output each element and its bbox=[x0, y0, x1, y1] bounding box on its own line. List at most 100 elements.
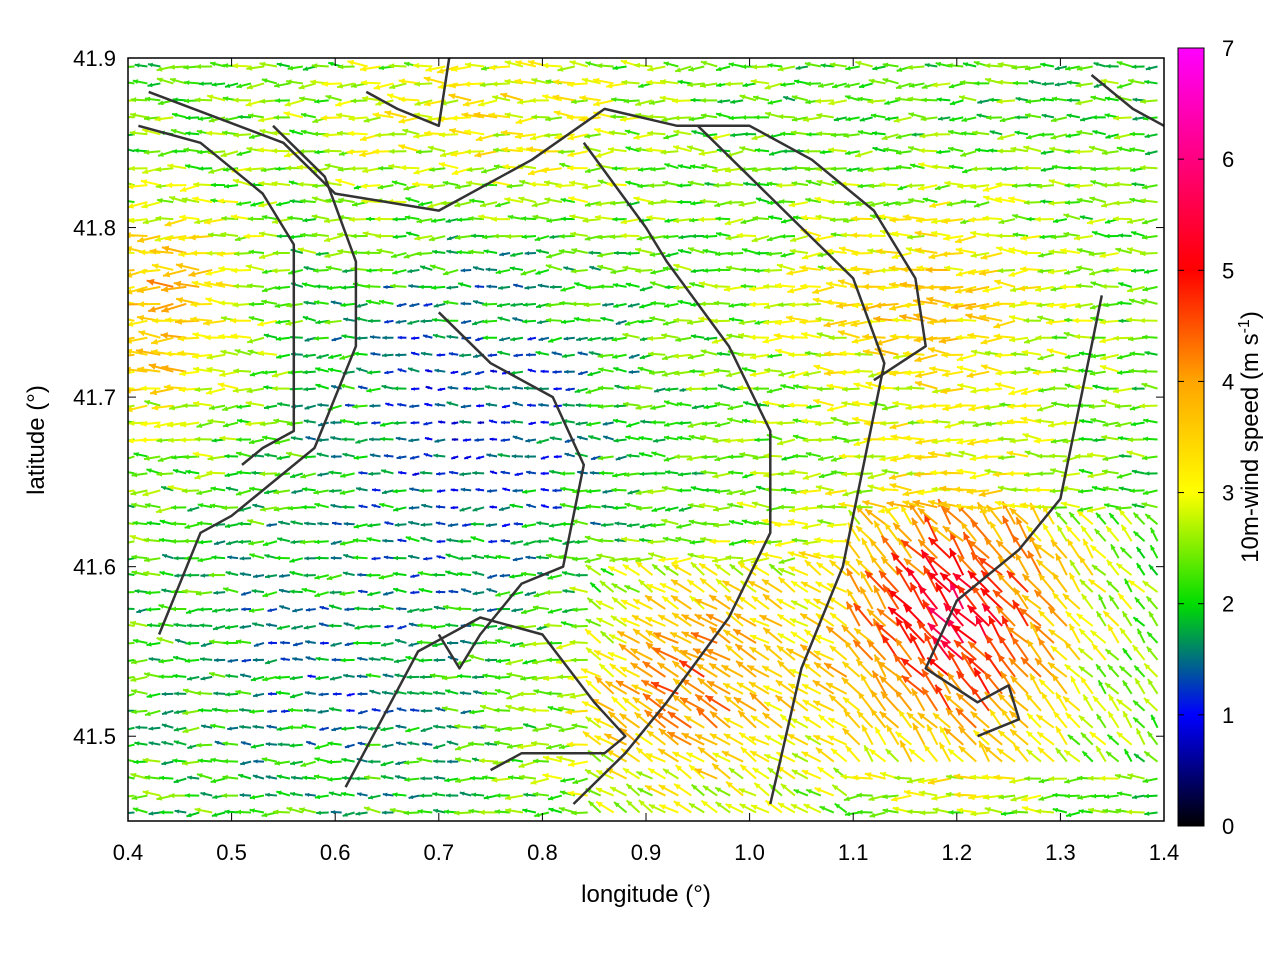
wind-arrow-head bbox=[174, 573, 179, 578]
wind-arrow-head bbox=[826, 538, 833, 544]
wind-arrow-head bbox=[557, 674, 563, 680]
wind-arrow-head bbox=[380, 436, 385, 442]
wind-arrow-head bbox=[190, 301, 197, 308]
wind-arrow-head bbox=[397, 625, 402, 630]
wind-arrow-head bbox=[305, 436, 311, 441]
wind-arrow-head bbox=[346, 148, 353, 155]
wind-arrow-head bbox=[397, 538, 402, 543]
wind-arrow-head bbox=[454, 723, 460, 730]
wind-arrow-head bbox=[420, 319, 426, 324]
wind-arrow-head bbox=[342, 812, 348, 817]
wind-arrow-head bbox=[142, 491, 149, 497]
wind-arrow-head bbox=[200, 791, 206, 797]
wind-arrow-head bbox=[381, 353, 387, 358]
wind-arrow-head bbox=[357, 656, 362, 661]
wind-arrow-head bbox=[158, 151, 164, 157]
wind-arrow-head bbox=[220, 231, 227, 238]
wind-arrow-head bbox=[529, 97, 536, 104]
wind-arrow-head bbox=[689, 368, 695, 374]
wind-arrow-head bbox=[323, 218, 330, 224]
wind-arrow-head bbox=[466, 180, 473, 186]
wind-arrow-head bbox=[225, 673, 231, 679]
wind-arrow-head bbox=[182, 588, 188, 594]
wind-arrow-head bbox=[211, 555, 217, 560]
wind-arrow-head bbox=[227, 555, 232, 560]
wind-arrow-head bbox=[147, 62, 153, 68]
wind-arrow-head bbox=[405, 655, 411, 661]
wind-arrow-head bbox=[275, 98, 281, 104]
wind-arrow-head bbox=[236, 151, 243, 157]
wind-arrow-head bbox=[665, 387, 671, 392]
wind-arrow-head bbox=[313, 268, 319, 274]
wind-arrow-head bbox=[354, 776, 360, 781]
wind-arrow-head bbox=[394, 658, 399, 664]
wind-arrow-head bbox=[329, 590, 335, 595]
wind-arrow-head bbox=[128, 288, 133, 295]
wind-arrow-head bbox=[207, 94, 214, 100]
wind-arrow-head bbox=[418, 201, 424, 207]
wind-arrow-head bbox=[143, 570, 149, 577]
wind-arrow-head bbox=[450, 488, 455, 492]
wind-arrow-head bbox=[148, 656, 154, 662]
wind-arrow-head bbox=[299, 807, 306, 813]
wind-arrow-head bbox=[473, 354, 478, 359]
wind-arrow bbox=[128, 200, 135, 204]
wind-arrow-head bbox=[221, 793, 227, 799]
wind-arrow-head bbox=[197, 149, 203, 155]
wind-arrow-head bbox=[313, 489, 319, 495]
wind-arrow-head bbox=[119, 65, 124, 70]
wind-arrow-head bbox=[362, 95, 369, 102]
wind-arrow-head bbox=[441, 675, 448, 681]
wind-arrow-head bbox=[396, 303, 402, 308]
wind-arrow-head bbox=[403, 185, 410, 191]
wind-arrow-head bbox=[185, 131, 191, 136]
wind-arrow-head bbox=[611, 487, 617, 493]
wind-arrow-head bbox=[788, 301, 795, 308]
wind-arrow bbox=[128, 404, 135, 408]
wind-arrow bbox=[128, 218, 135, 221]
wind-arrow-head bbox=[252, 774, 258, 779]
wind-arrow-head bbox=[220, 152, 227, 158]
wind-arrow-head bbox=[225, 607, 231, 613]
wind-arrow-head bbox=[155, 215, 162, 222]
wind-arrow-head bbox=[614, 521, 620, 526]
wind-arrow-head bbox=[479, 809, 485, 816]
wind-arrow-head bbox=[186, 609, 192, 614]
wind-arrow-head bbox=[677, 199, 683, 205]
wind-arrow-head bbox=[239, 724, 244, 730]
wind-arrow-head bbox=[343, 622, 349, 627]
wind-arrow-head bbox=[559, 233, 565, 239]
wind-arrow-head bbox=[232, 387, 239, 394]
wind-arrow-head bbox=[473, 266, 478, 271]
wind-arrow-head bbox=[214, 541, 219, 546]
wind-arrow-head bbox=[272, 250, 279, 256]
wind-arrow-head bbox=[468, 215, 474, 221]
wind-arrow-head bbox=[163, 271, 171, 278]
wind-arrow-head bbox=[450, 66, 458, 72]
wind-arrow-head bbox=[253, 759, 258, 764]
wind-arrow-head bbox=[410, 590, 415, 595]
wind-arrow bbox=[128, 387, 135, 390]
wind-arrow-head bbox=[778, 504, 784, 510]
wind-arrow-head bbox=[198, 81, 204, 86]
wind-arrow-head bbox=[206, 250, 213, 257]
wind-arrow-head bbox=[451, 115, 458, 122]
wind-arrow-head bbox=[446, 249, 452, 254]
wind-arrow-head bbox=[405, 197, 411, 202]
wind-arrow-head bbox=[300, 198, 306, 204]
wind-arrow-head bbox=[223, 167, 229, 172]
wind-arrow-head bbox=[174, 809, 180, 814]
wind-arrow-head bbox=[320, 114, 327, 121]
wind-arrow-head bbox=[135, 725, 141, 730]
wind-arrow-head bbox=[524, 251, 530, 256]
wind-arrow-head bbox=[600, 522, 606, 528]
wind-arrow-head bbox=[418, 658, 424, 663]
wind-arrow-head bbox=[261, 812, 268, 818]
wind-arrow-head bbox=[473, 300, 478, 305]
wind-arrow-head bbox=[570, 301, 577, 307]
wind-arrow-head bbox=[597, 538, 603, 544]
wind-arrow-head bbox=[441, 706, 448, 712]
wind-arrow-head bbox=[236, 404, 242, 410]
wind-arrow-head bbox=[128, 202, 134, 209]
wind-arrow-head bbox=[481, 639, 488, 645]
